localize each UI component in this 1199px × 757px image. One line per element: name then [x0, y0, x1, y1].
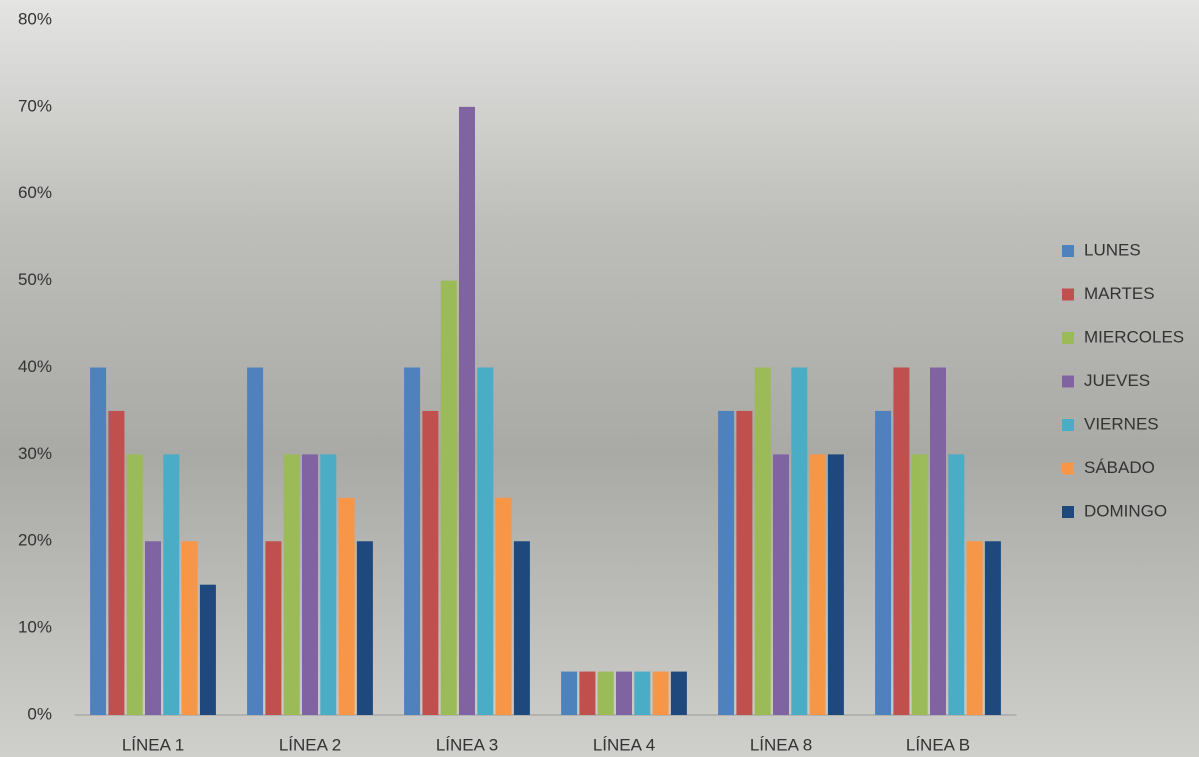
bar [495, 497, 512, 715]
bar [356, 541, 373, 715]
bar [597, 671, 614, 715]
bar [265, 541, 282, 715]
y-tick-label: 30% [18, 444, 52, 463]
bar [422, 410, 439, 715]
bar [579, 671, 596, 715]
bar [984, 541, 1001, 715]
x-tick-label: LÍNEA 4 [593, 735, 655, 754]
legend-label: JUEVES [1084, 371, 1150, 390]
legend-label: DOMINGO [1084, 501, 1167, 520]
bar [145, 541, 161, 715]
y-tick-label: 10% [18, 618, 52, 637]
bar [320, 454, 337, 715]
legend-label: SÁBADO [1084, 458, 1155, 477]
bar [773, 454, 789, 715]
bar [302, 454, 318, 715]
x-tick-label: LÍNEA 8 [750, 735, 812, 754]
legend-swatch [1062, 375, 1074, 388]
bar [791, 367, 808, 715]
bar [90, 367, 107, 715]
x-tick-label: LÍNEA 2 [279, 735, 341, 754]
bar [827, 454, 844, 715]
y-tick-label: 20% [18, 531, 52, 550]
legend-label: LUNES [1084, 240, 1141, 259]
legend-swatch [1062, 332, 1074, 344]
bar [634, 671, 651, 715]
bar [513, 541, 530, 715]
y-tick-label: 40% [18, 357, 52, 376]
bar [652, 671, 669, 715]
bar [893, 367, 910, 715]
bar [718, 410, 735, 715]
bar [163, 454, 180, 715]
bar [911, 454, 928, 715]
bar [930, 367, 946, 715]
y-tick-label: 0% [27, 704, 52, 723]
bar [561, 671, 578, 715]
legend-swatch [1062, 288, 1074, 301]
bar [736, 410, 753, 715]
bar [108, 410, 125, 715]
legend-swatch [1062, 506, 1074, 518]
bar [875, 410, 892, 715]
bar [338, 497, 355, 715]
legend-swatch [1062, 419, 1074, 431]
x-tick-label: LÍNEA 1 [122, 735, 184, 754]
bar [404, 367, 421, 715]
bar [670, 671, 687, 715]
legend-swatch [1062, 462, 1074, 475]
bar [754, 367, 771, 715]
legend-label: MIERCOLES [1084, 327, 1184, 346]
bar [809, 454, 826, 715]
y-tick-label: 50% [18, 270, 52, 289]
y-tick-label: 70% [18, 96, 52, 115]
x-tick-label: LÍNEA B [906, 735, 970, 754]
bar [199, 584, 216, 715]
bar [440, 280, 457, 715]
y-tick-label: 80% [18, 9, 52, 28]
y-tick-label: 60% [18, 183, 52, 202]
bar [966, 541, 983, 715]
legend-label: VIERNES [1084, 414, 1159, 433]
bar [126, 454, 143, 715]
legend-swatch [1062, 245, 1074, 257]
bar [283, 454, 300, 715]
legend-label: MARTES [1084, 284, 1155, 303]
bar [616, 671, 632, 715]
x-tick-label: LÍNEA 3 [436, 735, 498, 754]
bar [948, 454, 965, 715]
bar [181, 541, 198, 715]
bar [247, 367, 264, 715]
bar [459, 106, 475, 715]
bar [477, 367, 494, 715]
